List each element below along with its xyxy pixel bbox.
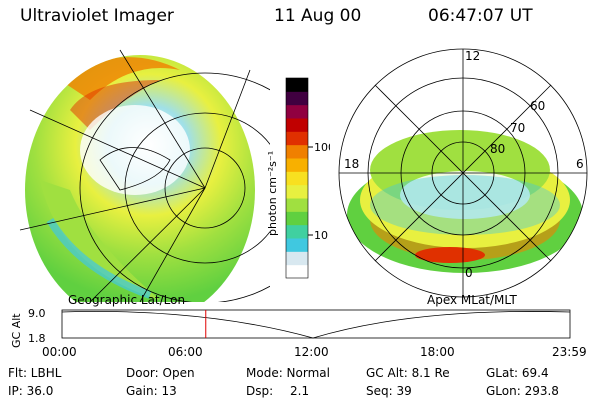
timeline-axis-label: GC Alt (10, 313, 23, 348)
colorbar-band (286, 224, 308, 239)
timeline-ytick-low: 1.8 (28, 332, 46, 345)
info-dsp-value: 2.1 (290, 384, 310, 398)
lat-label-70: 70 (510, 121, 525, 135)
colorbar-band (286, 171, 308, 186)
geographic-image (19, 49, 270, 302)
info-dsp-label: Dsp: (246, 384, 274, 398)
mlt-label-12: 12 (465, 49, 480, 63)
mlt-label-0: 0 (465, 266, 473, 280)
info-glon: GLon: 293.8 (486, 384, 559, 398)
lat-label-60: 60 (530, 99, 545, 113)
info-seq: Seq: 39 (366, 384, 412, 398)
colorbar-label: photon cm⁻²s⁻¹ (266, 151, 279, 236)
colorbar-band (286, 251, 308, 266)
color-bar: 100 10 photon cm⁻²s⁻¹ (266, 77, 330, 279)
timeline-xtick-0: 00:00 (42, 345, 77, 359)
timeline-xtick-4: 23:59 (552, 345, 587, 359)
colorbar-band (286, 104, 308, 119)
info-gain: Gain: 13 (126, 384, 177, 398)
mlt-label-6: 6 (576, 157, 584, 171)
colorbar-band (286, 211, 308, 226)
polar-image: 12 18 6 0 60 70 80 (338, 48, 588, 298)
info-mode: Mode: Normal (246, 366, 330, 380)
info-ip: IP: 36.0 (8, 384, 54, 398)
info-door: Door: Open (126, 366, 195, 380)
colorbar-band (286, 184, 308, 199)
date-label: 11 Aug 00 (274, 6, 362, 26)
info-glat: GLat: 69.4 (486, 366, 549, 380)
timeline-xtick-2: 12:00 (294, 345, 329, 359)
info-gc-alt: GC Alt: 8.1 Re (366, 366, 450, 380)
colorbar-band (286, 91, 308, 106)
colorbar-tick-100: 100 (314, 141, 330, 154)
colorbar-band (286, 198, 308, 212)
colorbar-band (286, 118, 308, 132)
altitude-timeline: GC Alt 9.0 1.8 00:00 06:00 12:00 18:00 2… (10, 307, 587, 359)
colorbar-band (286, 131, 308, 146)
geographic-label: Geographic Lat/Lon (68, 293, 186, 307)
colorbar-band (286, 158, 308, 172)
info-flt: Flt: LBHL (8, 366, 62, 380)
colorbar-band (286, 78, 308, 92)
colorbar-band (286, 264, 308, 279)
colorbar-band (286, 238, 308, 252)
colorbar-band (286, 144, 308, 159)
timeline-xtick-3: 18:00 (420, 345, 455, 359)
time-label: 06:47:07 UT (428, 6, 533, 26)
lat-label-80: 80 (490, 142, 505, 156)
instrument-title: Ultraviolet Imager (20, 6, 174, 26)
timeline-xtick-1: 06:00 (168, 345, 203, 359)
timeline-ytick-high: 9.0 (28, 307, 46, 320)
apex-label: Apex MLat/MLT (427, 293, 517, 307)
mlt-label-18: 18 (344, 157, 359, 171)
colorbar-tick-10: 10 (314, 229, 328, 242)
